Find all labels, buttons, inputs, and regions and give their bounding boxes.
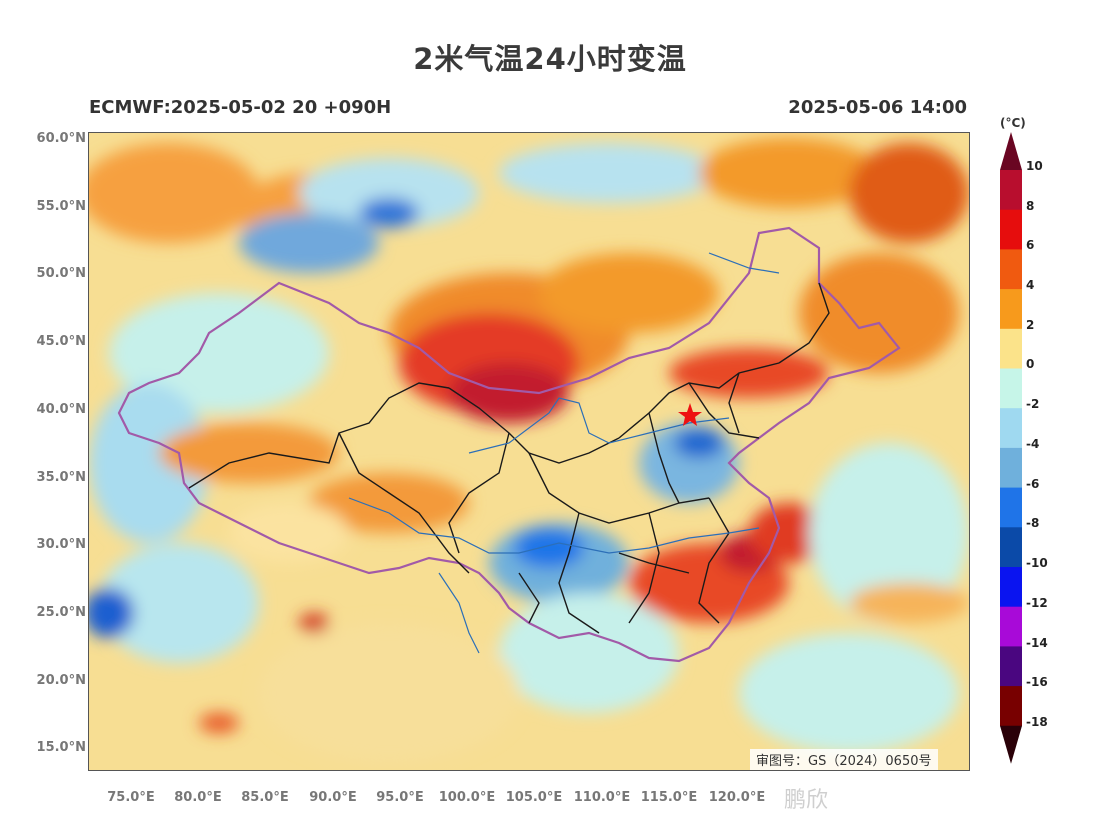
colorbar-segment: [1000, 487, 1022, 528]
colorbar-segment: [1000, 567, 1022, 608]
colorbar-segment: [1000, 170, 1022, 211]
colorbar-label-neg6: -6: [1026, 477, 1040, 491]
capital-star-icon: [678, 403, 702, 426]
colorbar-label-neg12: -12: [1026, 596, 1048, 610]
colorbar-label-neg18: -18: [1026, 715, 1048, 729]
map-approval-number: 审图号：GS（2024）0650号: [750, 749, 938, 770]
lon-label-85: 85.0°E: [241, 790, 289, 805]
lat-label-35: 35.0°N: [36, 470, 86, 485]
lat-label-15: 15.0°N: [36, 740, 86, 755]
lat-label-40: 40.0°N: [36, 402, 86, 417]
lat-label-30: 30.0°N: [36, 537, 86, 552]
province-boundaries: [188, 282, 830, 634]
lon-label-115: 115.0°E: [640, 790, 698, 805]
lat-label-60: 60.0°N: [36, 131, 86, 146]
temperature-field: [89, 138, 969, 763]
colorbar-segment: [1000, 368, 1022, 409]
valid-time-label: 2025-05-06 14:00: [788, 97, 967, 118]
colorbar-top-arrow: [1000, 132, 1022, 170]
lon-label-75: 75.0°E: [107, 790, 155, 805]
colorbar-label-2: 2: [1026, 318, 1035, 332]
lat-label-20: 20.0°N: [36, 673, 86, 688]
colorbar-segment: [1000, 447, 1022, 489]
colorbar-label-neg14: -14: [1026, 636, 1048, 650]
colorbar-segment: [1000, 209, 1022, 250]
watermark: 鹏欣: [784, 788, 829, 813]
colorbar-segment: [1000, 289, 1022, 330]
lon-label-90: 90.0°E: [309, 790, 357, 805]
lat-label-25: 25.0°N: [36, 605, 86, 620]
chart-title: 2米气温24小时变温: [413, 42, 687, 76]
map-canvas: [89, 133, 969, 770]
colorbar-segment: [1000, 606, 1022, 647]
national-border: [117, 226, 901, 663]
colorbar-segment: [1000, 646, 1022, 687]
model-run-label: ECMWF:2025-05-02 20 +090H: [89, 97, 392, 118]
colorbar-segment: [1000, 328, 1022, 369]
colorbar-label-8: 8: [1026, 199, 1035, 213]
colorbar: [1000, 132, 1022, 764]
colorbar-label-neg2: -2: [1026, 397, 1040, 411]
lon-label-120: 120.0°E: [708, 790, 766, 805]
colorbar-segment: [1000, 686, 1022, 727]
colorbar-label-neg8: -8: [1026, 516, 1040, 530]
colorbar-label-neg10: -10: [1026, 556, 1048, 570]
temperature-change-map: [88, 132, 970, 771]
colorbar-label-4: 4: [1026, 278, 1035, 292]
lon-label-80: 80.0°E: [174, 790, 222, 805]
colorbar-label-6: 6: [1026, 238, 1035, 252]
lon-label-105: 105.0°E: [505, 790, 563, 805]
lon-label-110: 110.0°E: [573, 790, 631, 805]
colorbar-label-0: 0: [1026, 357, 1035, 371]
colorbar-bottom-arrow: [1000, 725, 1022, 764]
colorbar-label-neg16: -16: [1026, 675, 1048, 689]
lat-label-50: 50.0°N: [36, 266, 86, 281]
lon-label-100: 100.0°E: [438, 790, 496, 805]
rivers: [348, 252, 780, 654]
colorbar-label-neg4: -4: [1026, 437, 1040, 451]
colorbar-segment: [1000, 408, 1022, 449]
colorbar-segment: [1000, 527, 1022, 568]
lat-label-45: 45.0°N: [36, 334, 86, 349]
colorbar-label-10: 10: [1026, 159, 1043, 173]
lon-label-95: 95.0°E: [376, 790, 424, 805]
colorbar-unit: (°C): [1000, 116, 1026, 130]
lat-label-55: 55.0°N: [36, 199, 86, 214]
colorbar-segment: [1000, 249, 1022, 290]
